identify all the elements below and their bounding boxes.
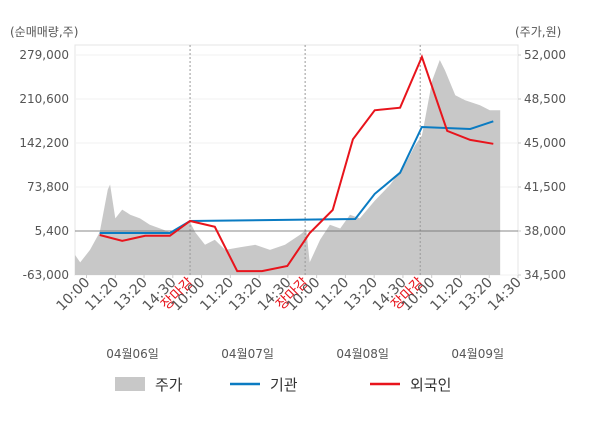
series-line xyxy=(99,54,494,273)
date-label: 04월07일 xyxy=(221,347,274,361)
y2-tick-label: 52,000 xyxy=(524,48,566,62)
y2-tick-label: 45,000 xyxy=(524,136,566,150)
y-tick-label: 73,800 xyxy=(27,180,69,194)
y-tick-label: 279,000 xyxy=(19,48,69,62)
y-tick-label: 5,400 xyxy=(35,224,69,238)
price-area xyxy=(75,60,501,275)
y2-tick-label: 38,000 xyxy=(524,224,566,238)
legend-label: 기관 xyxy=(270,376,298,394)
y2-tick-label: 41,500 xyxy=(524,180,566,194)
date-label: 04월08일 xyxy=(336,347,389,361)
y-tick-label: 210,600 xyxy=(19,92,69,106)
series-line xyxy=(99,120,494,234)
y2-tick-label: 34,500 xyxy=(524,268,566,282)
date-label: 04월09일 xyxy=(451,347,504,361)
legend-label: 외국인 xyxy=(410,376,451,394)
y-tick-label: 142,200 xyxy=(19,136,69,150)
date-label: 04월06일 xyxy=(106,347,159,361)
y2-axis-title: (주가,원) xyxy=(515,25,561,39)
y-axis-title: (순매매량,주) xyxy=(10,25,78,39)
legend-label: 주가 xyxy=(155,376,183,394)
y2-tick-label: 48,500 xyxy=(524,92,566,106)
x-tick-label: 14:30 xyxy=(485,275,525,315)
y-tick-label: -63,000 xyxy=(23,268,69,282)
legend-swatch xyxy=(115,377,145,391)
